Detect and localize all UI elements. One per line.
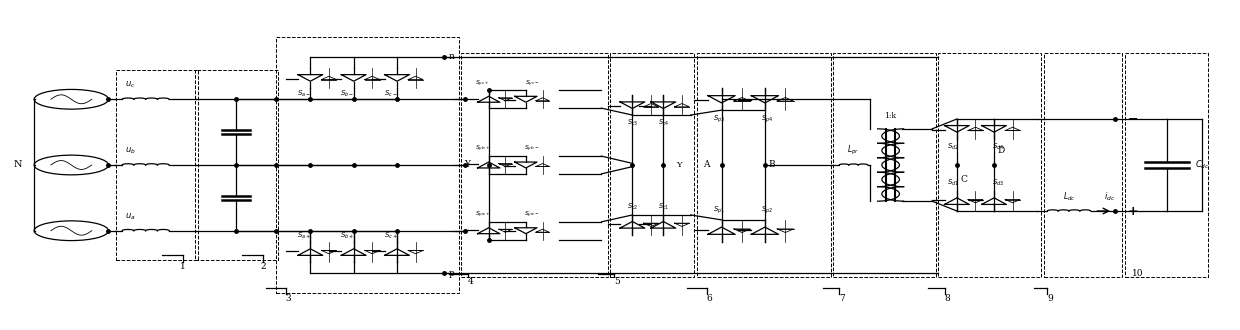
Text: 6: 6	[707, 294, 713, 303]
Text: 9: 9	[1048, 294, 1053, 303]
Text: $L_{pr}$: $L_{pr}$	[847, 144, 859, 157]
Text: $u_a$: $u_a$	[124, 211, 135, 221]
Text: B: B	[769, 160, 775, 170]
Bar	[939, 53, 1042, 277]
Text: N: N	[14, 160, 22, 170]
Text: $S_{c2}$: $S_{c2}$	[626, 202, 639, 212]
Text: +: +	[1128, 205, 1138, 217]
Text: 4: 4	[467, 278, 474, 286]
Text: C: C	[961, 175, 967, 184]
Text: $u_c$: $u_c$	[124, 80, 135, 90]
Text: 1: 1	[180, 262, 186, 271]
Text: 2: 2	[260, 262, 267, 271]
Text: −: −	[1128, 113, 1138, 125]
Text: $S_{a-}$: $S_{a-}$	[298, 89, 311, 99]
Text: $S_{p4}$: $S_{p4}$	[761, 114, 774, 125]
Text: $u_b$: $u_b$	[124, 145, 135, 156]
Text: 10: 10	[1132, 269, 1143, 278]
Bar	[833, 53, 936, 277]
Text: $S_{c-}$: $S_{c-}$	[384, 89, 398, 99]
Text: $L_{dc}$: $L_{dc}$	[1063, 190, 1075, 203]
Bar	[115, 70, 197, 260]
Text: $S_{p1}$: $S_{p1}$	[713, 205, 725, 216]
Text: Y: Y	[464, 160, 470, 170]
Text: $S_{c4}$: $S_{c4}$	[657, 118, 670, 128]
Text: $C_{dc}$: $C_{dc}$	[1194, 159, 1209, 171]
Text: $S_{d1}$: $S_{d1}$	[947, 178, 960, 188]
Text: 3: 3	[285, 294, 291, 303]
Text: $S_{yb-}$: $S_{yb-}$	[525, 144, 539, 154]
Text: D: D	[998, 146, 1006, 155]
Text: p: p	[449, 269, 455, 278]
Text: $S_{d2}$: $S_{d2}$	[947, 142, 960, 152]
Text: $S_{d4}$: $S_{d4}$	[992, 142, 1004, 152]
Text: $S_{p2}$: $S_{p2}$	[761, 205, 774, 216]
Text: $S_{ya+}$: $S_{ya+}$	[475, 210, 490, 220]
Bar	[697, 53, 831, 277]
Bar	[1126, 53, 1208, 277]
Bar	[461, 53, 608, 277]
Text: 1:k: 1:k	[884, 112, 897, 120]
Text: 7: 7	[839, 294, 844, 303]
Text: $S_{a+}$: $S_{a+}$	[298, 231, 311, 241]
Text: $i_{dc}$: $i_{dc}$	[1104, 190, 1115, 203]
Text: $S_{yc+}$: $S_{yc+}$	[475, 79, 490, 89]
Text: Y: Y	[676, 161, 681, 169]
Text: $S_{ya-}$: $S_{ya-}$	[525, 210, 539, 220]
Text: $S_{c3}$: $S_{c3}$	[626, 118, 639, 128]
Bar	[195, 70, 278, 260]
Bar	[610, 53, 694, 277]
Text: 5: 5	[614, 278, 620, 286]
Text: n: n	[449, 52, 455, 61]
Text: A: A	[703, 160, 709, 170]
Bar	[1044, 53, 1122, 277]
Text: $S_{b+}$: $S_{b+}$	[341, 231, 355, 241]
Text: 8: 8	[945, 294, 950, 303]
Text: $S_{b-}$: $S_{b-}$	[341, 89, 355, 99]
Text: $S_{c1}$: $S_{c1}$	[657, 202, 670, 212]
Bar	[275, 37, 459, 293]
Text: $S_{yb+}$: $S_{yb+}$	[475, 144, 490, 154]
Text: $S_{p3}$: $S_{p3}$	[713, 114, 725, 125]
Text: $S_{yc-}$: $S_{yc-}$	[525, 79, 539, 89]
Text: $S_{c+}$: $S_{c+}$	[384, 231, 398, 241]
Text: $S_{d3}$: $S_{d3}$	[992, 178, 1004, 188]
